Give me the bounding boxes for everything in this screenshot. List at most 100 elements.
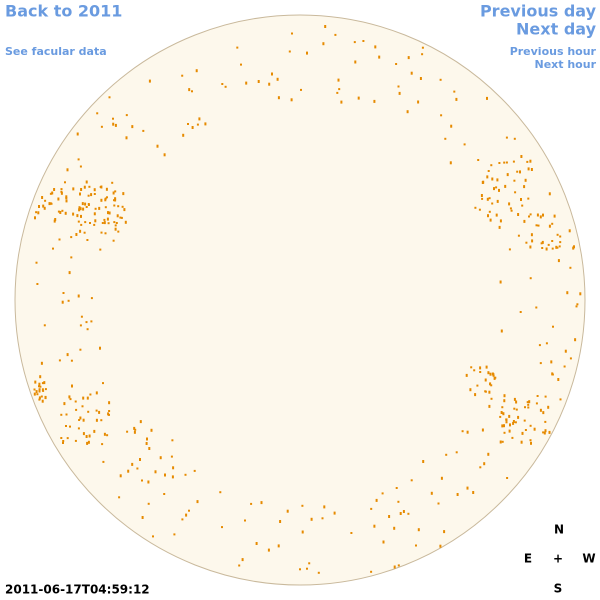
facula	[68, 271, 71, 275]
facula	[579, 292, 582, 296]
facula	[87, 194, 90, 197]
facula	[60, 191, 63, 195]
facula	[38, 388, 41, 391]
facula	[494, 376, 497, 379]
facula	[43, 381, 46, 385]
facula	[276, 77, 279, 81]
previous-day-link[interactable]: Previous day	[480, 2, 597, 21]
facula	[244, 519, 246, 522]
facula	[559, 235, 562, 238]
facula	[93, 188, 96, 192]
facula	[551, 372, 554, 376]
facula	[503, 394, 506, 398]
facula	[74, 400, 77, 403]
facula	[508, 414, 511, 418]
facula	[240, 63, 242, 66]
facula	[127, 469, 130, 473]
next-hour-link[interactable]: Next hour	[535, 58, 597, 71]
facula	[44, 395, 47, 399]
facula	[501, 424, 504, 428]
facula	[478, 208, 481, 211]
facula	[481, 428, 484, 432]
facula	[422, 460, 425, 463]
facula	[496, 199, 499, 203]
facula	[62, 440, 65, 442]
facula	[113, 204, 116, 207]
facula	[517, 213, 520, 216]
facula	[77, 294, 80, 298]
timestamp: 2011-06-17T04:59:12	[5, 583, 150, 597]
facular-link[interactable]: See facular data	[5, 45, 107, 58]
facula	[576, 303, 579, 306]
facula	[100, 198, 103, 202]
facula	[111, 181, 114, 184]
facula	[398, 91, 401, 95]
facula	[323, 505, 326, 509]
facula	[57, 197, 60, 201]
facula	[103, 432, 106, 436]
facula	[523, 219, 526, 223]
facula	[146, 437, 148, 441]
facula	[170, 455, 173, 458]
facula	[80, 214, 82, 218]
facula	[85, 180, 88, 184]
facula	[37, 211, 40, 215]
facula	[107, 211, 109, 215]
facula	[536, 395, 539, 397]
facula	[350, 532, 353, 534]
facula	[236, 46, 239, 49]
facula	[119, 474, 122, 478]
facula	[82, 418, 85, 422]
facula	[70, 256, 73, 259]
facula	[407, 56, 410, 60]
facula	[141, 516, 144, 519]
facula	[64, 181, 66, 184]
facula	[419, 77, 422, 80]
compass-west: W	[582, 552, 595, 566]
facula	[529, 424, 532, 427]
facula	[524, 178, 527, 182]
back-link[interactable]: Back to 2011	[5, 2, 122, 21]
facula	[388, 515, 391, 518]
facula	[82, 207, 85, 211]
facula	[406, 110, 409, 114]
next-day-link[interactable]: Next day	[516, 20, 597, 39]
facula	[407, 512, 410, 515]
facula	[126, 430, 129, 433]
facula	[268, 82, 271, 86]
facula	[94, 207, 97, 210]
facula	[271, 72, 273, 76]
facula	[547, 405, 550, 409]
facula	[397, 500, 400, 503]
facula	[93, 193, 96, 195]
compass-north: N	[554, 523, 564, 537]
facula	[415, 544, 417, 547]
facula	[515, 408, 518, 411]
facula	[503, 161, 506, 164]
facula	[503, 399, 506, 403]
facula	[53, 219, 56, 223]
facula	[370, 570, 373, 573]
facula	[115, 222, 118, 224]
facula	[520, 198, 522, 201]
facula	[492, 374, 495, 377]
facula	[539, 408, 542, 412]
facula	[487, 170, 490, 172]
facula	[35, 390, 38, 394]
facula	[65, 199, 68, 203]
facula	[512, 420, 515, 423]
previous-hour-link[interactable]: Previous hour	[510, 45, 597, 58]
facula	[62, 442, 64, 444]
facula	[564, 349, 567, 353]
facula	[35, 211, 38, 214]
facula	[480, 194, 483, 197]
facula	[542, 431, 545, 434]
facula	[542, 213, 544, 217]
facula	[93, 429, 96, 433]
facula	[54, 218, 57, 221]
facula	[35, 261, 38, 264]
facula	[402, 510, 405, 513]
facula	[375, 498, 378, 502]
facula	[508, 429, 511, 433]
facula	[550, 360, 553, 364]
